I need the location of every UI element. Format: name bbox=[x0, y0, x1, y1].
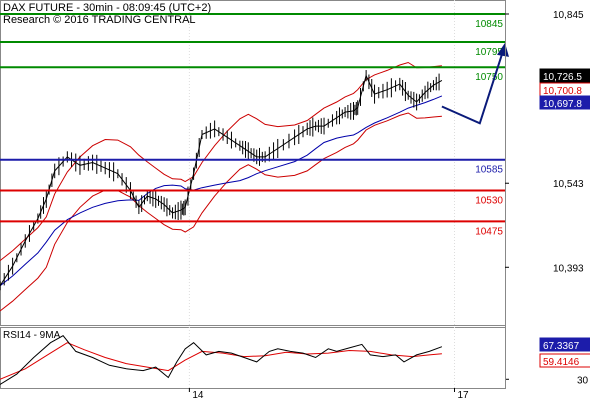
level-label: 10750 bbox=[475, 72, 503, 83]
upper-band-line bbox=[0, 61, 442, 261]
projection-path bbox=[441, 44, 506, 125]
level-label: 10530 bbox=[475, 196, 503, 207]
level-label: 10795 bbox=[475, 47, 503, 58]
rsi-label: RSI14 - 9MA bbox=[3, 330, 61, 341]
price-tag: 10,700.8 bbox=[539, 82, 590, 97]
price-line bbox=[0, 74, 443, 287]
y-tick-label: 10,845 bbox=[553, 10, 584, 21]
price-tag-box bbox=[539, 353, 590, 368]
rsi-y-tick-label: 30 bbox=[577, 375, 589, 386]
price-tag-label: 10,697.8 bbox=[543, 99, 582, 110]
level-label: 10585 bbox=[475, 165, 503, 176]
x-tick-label: 14 bbox=[192, 390, 204, 400]
price-tag-label: 10,726.5 bbox=[543, 72, 582, 83]
rsi-ma-line bbox=[0, 342, 442, 380]
y-tick-label: 10,543 bbox=[553, 179, 584, 190]
price-tag-box bbox=[539, 68, 590, 83]
level-label: 10845 bbox=[475, 19, 503, 30]
x-tick-label: 17 bbox=[458, 390, 470, 400]
level-lines: 10845 10795 10750 10585 10530 10475 bbox=[0, 13, 505, 237]
price-tag-box bbox=[539, 337, 590, 352]
bollinger-bands bbox=[0, 61, 443, 312]
price-tags: 10,726.5 10,700.8 10,697.8 67.3367 59.4146 bbox=[539, 68, 590, 368]
price-tag-box bbox=[539, 95, 590, 110]
rsi-panel bbox=[0, 327, 506, 389]
rsi-frame bbox=[0, 327, 506, 389]
level-label: 10475 bbox=[475, 226, 503, 237]
price-tag: 10,697.8 bbox=[539, 95, 590, 110]
price-tag-label: 59.4146 bbox=[543, 357, 580, 368]
price-axis: 10,845 10,543 10,393 30 bbox=[505, 0, 589, 388]
lower-band-line bbox=[0, 112, 442, 312]
y-tick-label: 10,393 bbox=[553, 263, 584, 274]
price-tag: 10,726.5 bbox=[539, 68, 590, 83]
chart-subtitle: Research © 2016 TRADING CENTRAL bbox=[3, 14, 196, 26]
rsi-tag: 67.3367 bbox=[539, 337, 590, 352]
rsi-line bbox=[0, 335, 443, 385]
moving-average-line bbox=[0, 95, 443, 287]
price-tag-label: 10,700.8 bbox=[543, 86, 582, 97]
price-series bbox=[0, 70, 443, 291]
rsi-tag: 59.4146 bbox=[539, 353, 590, 368]
price-tag-label: 67.3367 bbox=[543, 341, 580, 352]
chart-title: DAX FUTURE - 30min - 08:09:45 (UTC+2) bbox=[3, 2, 211, 14]
time-axis: 14171819202124 bbox=[188, 388, 470, 400]
